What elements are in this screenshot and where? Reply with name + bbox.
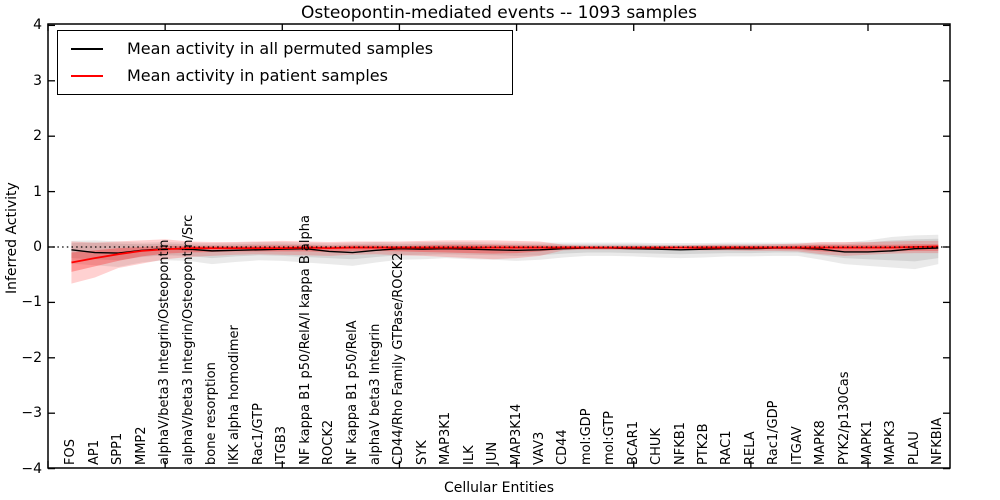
x-tick-label: PTK2B — [696, 423, 711, 466]
legend: Mean activity in all permuted samples Me… — [57, 30, 513, 95]
x-tick-label: FOS — [63, 439, 79, 465]
permuted-samples-outer-band — [71, 234, 939, 270]
y-tick-label: 2 — [33, 128, 42, 145]
x-tick-label: MAP3K14 — [508, 403, 524, 465]
x-tick-label: ITGB3 — [274, 425, 290, 465]
x-tick-label: NFKBIA — [930, 417, 946, 465]
x-tick-label: ROCK2 — [321, 419, 337, 465]
x-tick-label: MAPK8 — [813, 420, 829, 465]
x-tick-label: NF kappa B1 p50/RelA/I kappa B alpha — [297, 215, 313, 465]
x-axis-label: Cellular Entities — [443, 480, 555, 496]
x-tick-label: IKK alpha homodimer — [227, 325, 243, 465]
legend-item-patient: Mean activity in patient samples — [58, 66, 512, 86]
y-tick-label: 1 — [33, 183, 42, 200]
x-tick-label: mol:GTP — [602, 411, 618, 465]
x-tick-label: PLAU — [906, 431, 922, 465]
x-tick-label: MAPK1 — [860, 420, 875, 465]
red-line-sample-icon — [71, 75, 103, 77]
legend-item-label: Mean activity in patient samples — [127, 66, 388, 85]
y-tick-label: 4 — [33, 17, 42, 34]
y-tick-label: −2 — [21, 349, 42, 366]
x-tick-label: MAP3K1 — [438, 411, 454, 465]
black-line-sample-icon — [71, 48, 103, 50]
x-tick-label: ILK — [461, 445, 477, 465]
x-tick-label: RELA — [742, 431, 758, 465]
x-tick-label: VAV3 — [532, 431, 547, 465]
legend-item-label: Mean activity in all permuted samples — [127, 39, 434, 58]
legend-item-permuted: Mean activity in all permuted samples — [58, 39, 512, 59]
y-tick-label: −3 — [21, 405, 42, 422]
y-tick-label: 0 — [33, 239, 42, 255]
x-tick-label: NFKB1 — [672, 422, 688, 465]
x-tick-label: alphaV/beta3 Integrin/Osteopontin — [157, 239, 173, 465]
x-tick-label: CD44 — [555, 429, 571, 465]
patient-samples-outer-band — [71, 239, 939, 284]
x-tick-label: SYK — [414, 440, 430, 465]
x-tick-label: MMP2 — [133, 426, 149, 465]
x-tick-label: SPP1 — [110, 432, 126, 465]
y-tick-label: −4 — [21, 460, 42, 477]
x-tick-label: RAC1 — [719, 430, 735, 465]
x-tick-label: alphaV beta3 Integrin — [368, 323, 383, 465]
x-tick-label: CD44/Rho Family GTPase/ROCK2 — [391, 252, 407, 465]
x-tick-label: bone resorption — [204, 362, 219, 465]
x-tick-label: MAPK3 — [883, 420, 899, 465]
x-tick-label: CHUK — [649, 428, 665, 465]
x-tick-label: ITGAV — [789, 426, 805, 465]
x-tick-label: BCAR1 — [625, 421, 641, 465]
x-tick-label: JUN — [485, 441, 501, 465]
x-tick-label: alphaV/beta3 Integrin/Osteopontin/Src — [180, 214, 196, 465]
y-tick-label: −1 — [21, 294, 42, 311]
axes-frame — [47, 23, 951, 469]
x-tick-label: Rac1/GDP — [766, 400, 782, 465]
x-tick-label: Rac1/GTP — [250, 403, 266, 465]
x-tick-label: PYK2/p130Cas — [836, 371, 852, 465]
y-tick-label: 3 — [33, 72, 42, 89]
x-tick-label: AP1 — [86, 439, 102, 465]
chart-title: Osteopontin-mediated events -- 1093 samp… — [301, 3, 697, 23]
x-tick-label: NF kappa B1 p50/RelA — [344, 320, 360, 465]
x-tick-label: mol:GDP — [578, 408, 594, 465]
patient-samples-inner-band — [71, 244, 939, 272]
